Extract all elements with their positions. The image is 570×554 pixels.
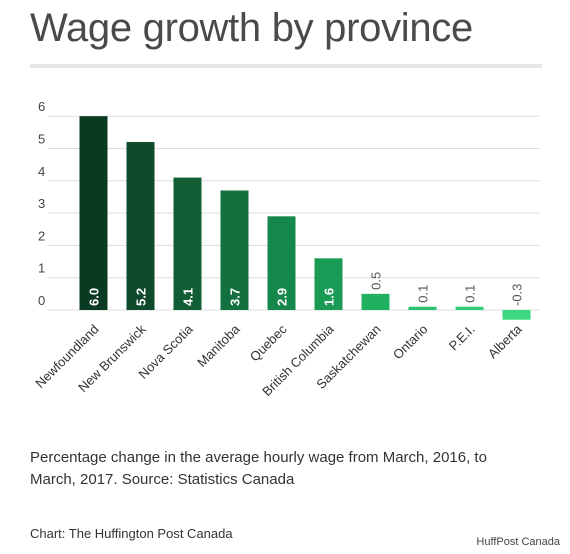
category-label: Alberta [485, 321, 525, 361]
bar [502, 310, 531, 320]
bar [361, 293, 390, 310]
bar [408, 306, 437, 310]
y-tick-label: 2 [38, 228, 45, 243]
value-label: 2.9 [275, 288, 290, 306]
value-label: 4.1 [181, 288, 196, 306]
bar [455, 306, 484, 310]
value-label: 0.1 [463, 285, 478, 303]
value-label: 6.0 [87, 288, 102, 306]
value-label: 5.2 [134, 288, 149, 306]
value-label: 3.7 [228, 288, 243, 306]
chart-caption: Percentage change in the average hourly … [30, 449, 487, 488]
bar [79, 116, 108, 310]
category-label: Quebec [247, 321, 290, 364]
chart-credit: Chart: The Huffington Post Canada [30, 526, 233, 541]
y-axis: 0 1 2 3 4 5 6 [38, 99, 45, 308]
bar [267, 216, 296, 310]
y-tick-label: 6 [38, 99, 45, 114]
bar [314, 258, 343, 310]
y-tick-label: 3 [38, 196, 45, 211]
bar [173, 177, 202, 310]
watermark: HuffPost Canada [476, 536, 560, 548]
y-tick-label: 1 [38, 261, 45, 276]
value-label: 0.5 [369, 272, 384, 290]
y-tick-label: 5 [38, 132, 45, 147]
value-label: 1.6 [322, 288, 337, 306]
title-divider [30, 64, 542, 68]
category-label: Manitoba [194, 321, 243, 370]
category-label: Ontario [390, 322, 431, 363]
y-tick-label: 0 [38, 293, 45, 308]
value-label: 0.1 [416, 285, 431, 303]
bars [79, 116, 531, 320]
category-label: P.E.I. [446, 322, 478, 354]
value-labels: 6.0 5.2 4.1 3.7 2.9 1.6 0.5 0.1 0.1 -0.3 [87, 272, 525, 306]
y-tick-label: 4 [38, 164, 45, 179]
chart-title: Wage growth by province [30, 6, 473, 50]
bar [126, 142, 155, 310]
bar [220, 190, 249, 310]
value-label: -0.3 [510, 284, 525, 306]
